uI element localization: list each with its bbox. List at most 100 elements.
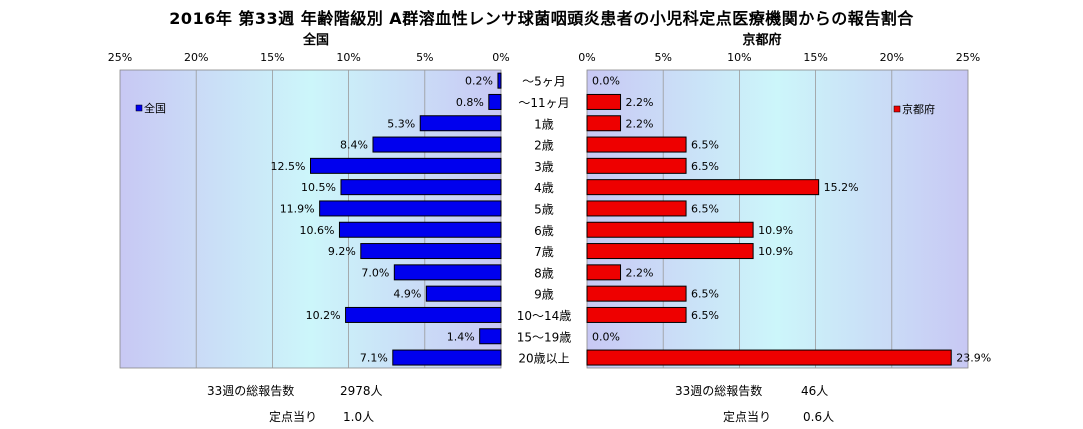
zenkoku-bar	[345, 306, 502, 323]
kyoto-data-label: 10.9%	[758, 245, 793, 258]
zenkoku-tick-label: 10%	[336, 51, 360, 64]
zenkoku-bar	[360, 243, 502, 260]
kyoto-data-label: 6.5%	[691, 202, 719, 215]
zenkoku-bar	[338, 221, 502, 238]
kyoto-tick-label: 5%	[654, 51, 671, 64]
kyoto-bar	[586, 179, 820, 196]
kyoto-data-label: 0.0%	[592, 75, 620, 88]
zenkoku-tick-label: 25%	[108, 51, 132, 64]
category-label: 5歳	[534, 202, 554, 216]
zenkoku-bar	[393, 264, 502, 281]
zenkoku-data-labels: 0.2% 0.8% 5.3% 8.4% 12.5% 10.5% 11.9% 10.6% 9.2%…	[271, 75, 493, 365]
kyoto-data-label: 0.0%	[592, 330, 620, 343]
kyoto-bar	[586, 264, 622, 281]
zenkoku-data-label: 11.9%	[280, 202, 315, 215]
zenkoku-bar	[497, 72, 502, 89]
category-label: 15～19歳	[517, 330, 572, 344]
kyoto-per-row: 定点当り 0.6人	[723, 408, 834, 425]
zenkoku-legend: 全国	[135, 101, 166, 115]
zenkoku-bars	[310, 72, 502, 366]
zenkoku-data-label: 5.3%	[387, 117, 415, 130]
kyoto-total-label: 33週の総報告数	[675, 384, 763, 398]
zenkoku-bar	[340, 179, 502, 196]
zenkoku-data-label: 7.0%	[361, 266, 389, 279]
kyoto-legend-label: 京都府	[902, 102, 935, 116]
zenkoku-bar	[310, 157, 502, 174]
kyoto-per-label: 定点当り	[723, 410, 772, 424]
kyoto-total-value: 46人	[801, 384, 829, 398]
kyoto-data-label: 15.2%	[824, 181, 859, 194]
zenkoku-data-label: 8.4%	[340, 139, 368, 152]
category-label: 3歳	[534, 160, 554, 174]
category-label: 9歳	[534, 288, 554, 302]
zenkoku-data-label: 10.5%	[301, 181, 336, 194]
category-label: 8歳	[534, 266, 554, 280]
zenkoku-data-label: 1.4%	[447, 330, 475, 343]
kyoto-bar	[586, 200, 687, 217]
kyoto-bar	[586, 136, 687, 153]
zenkoku-total-value: 2978人	[340, 384, 383, 398]
kyoto-bar	[586, 349, 952, 366]
zenkoku-per-value: 1.0人	[343, 410, 375, 424]
category-label: ～11ヶ月	[518, 96, 569, 110]
zenkoku-tick-label: 5%	[416, 51, 433, 64]
kyoto-bar	[586, 157, 687, 174]
zenkoku-legend-swatch	[135, 104, 143, 112]
zenkoku-bar	[425, 285, 502, 302]
kyoto-bar	[586, 221, 754, 238]
kyoto-bars	[586, 93, 952, 366]
kyoto-data-label: 2.2%	[626, 266, 654, 279]
kyoto-data-label: 2.2%	[626, 117, 654, 130]
zenkoku-bar	[392, 349, 502, 366]
zenkoku-legend-label: 全国	[144, 101, 166, 115]
kyoto-bar	[586, 243, 754, 260]
kyoto-data-label: 6.5%	[691, 160, 719, 173]
zenkoku-tick-label: 15%	[260, 51, 284, 64]
category-label: 1歳	[534, 117, 554, 131]
category-label: 2歳	[534, 139, 554, 153]
zenkoku-data-label: 0.8%	[456, 96, 484, 109]
category-label: 20歳以上	[518, 352, 569, 366]
kyoto-tick-label: 15%	[803, 51, 827, 64]
kyoto-per-value: 0.6人	[803, 410, 835, 424]
kyoto-data-label: 10.9%	[758, 224, 793, 237]
zenkoku-bar	[488, 93, 502, 110]
zenkoku-tick-label: 0%	[492, 51, 509, 64]
zenkoku-data-label: 10.2%	[306, 309, 341, 322]
kyoto-data-label: 6.5%	[691, 139, 719, 152]
kyoto-panel-title: 京都府	[742, 32, 781, 48]
kyoto-total-row: 33週の総報告数 46人	[675, 382, 828, 399]
zenkoku-panel: 全国 25% 20% 15% 10% 5% 0% 0.2% 0.8% 5.3% 8.4% 12.5…	[108, 32, 510, 369]
category-label: 7歳	[534, 245, 554, 259]
kyoto-bar	[586, 285, 687, 302]
kyoto-tick-label: 25%	[956, 51, 980, 64]
zenkoku-total-row: 33週の総報告数 2978人	[207, 382, 383, 399]
kyoto-legend-swatch	[893, 105, 901, 113]
kyoto-bar	[586, 115, 622, 132]
zenkoku-bar	[479, 328, 502, 345]
zenkoku-axis-ticks: 25% 20% 15% 10% 5% 0%	[108, 51, 510, 64]
zenkoku-bar	[319, 200, 502, 217]
category-label: 4歳	[534, 181, 554, 195]
kyoto-data-label: 6.5%	[691, 309, 719, 322]
zenkoku-data-label: 12.5%	[271, 160, 306, 173]
zenkoku-data-label: 4.9%	[393, 288, 421, 301]
zenkoku-per-label: 定点当り	[269, 410, 318, 424]
zenkoku-bar	[419, 115, 502, 132]
category-labels: ～5ヶ月 ～11ヶ月 1歳 2歳 3歳 4歳 5歳 6歳 7歳 8歳 9歳 10～14歳 15～19歳 2…	[517, 75, 572, 366]
category-label: ～5ヶ月	[522, 75, 566, 89]
kyoto-bar	[586, 93, 622, 110]
kyoto-panel: 京都府 0% 5% 10% 15% 20% 25% 0.0% 2.2% 2.2% 6.5% 6.5…	[578, 32, 991, 369]
zenkoku-data-label: 9.2%	[328, 245, 356, 258]
kyoto-tick-label: 0%	[578, 51, 595, 64]
zenkoku-plot-area	[119, 69, 502, 369]
category-label: 6歳	[534, 224, 554, 238]
zenkoku-total-label: 33週の総報告数	[207, 384, 295, 398]
kyoto-axis-ticks: 0% 5% 10% 15% 20% 25%	[578, 51, 980, 64]
chart-title: 2016年 第33週 年齢階級別 A群溶血性レンサ球菌咽頭炎患者の小児科定点医療…	[169, 9, 914, 28]
zenkoku-data-label: 7.1%	[360, 352, 388, 365]
zenkoku-data-label: 10.6%	[300, 224, 335, 237]
category-label: 10～14歳	[517, 309, 572, 323]
zenkoku-per-row: 定点当り 1.0人	[269, 408, 374, 425]
zenkoku-tick-label: 20%	[184, 51, 208, 64]
